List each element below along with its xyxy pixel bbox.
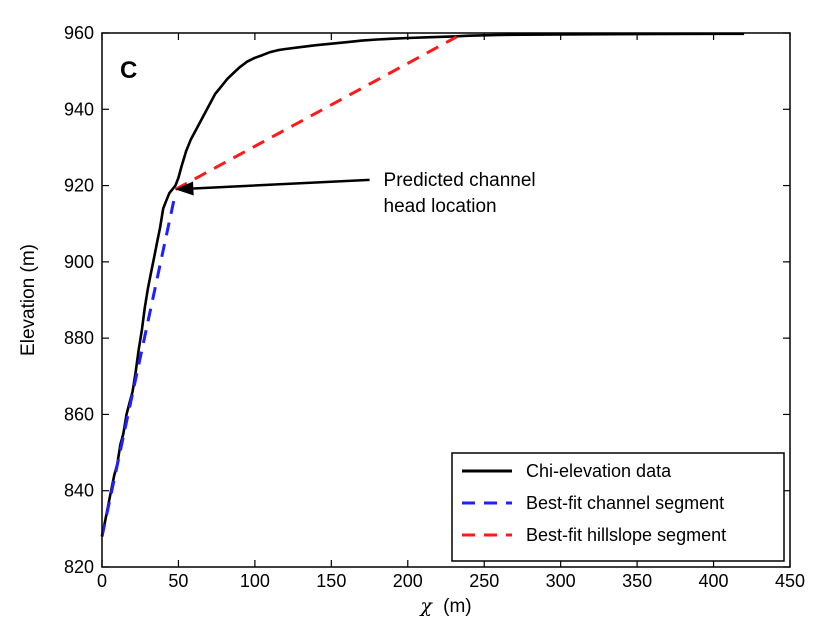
x-axis-unit: (m) [443,596,471,617]
annotation-arrow-head [175,181,194,196]
y-tick-label: 880 [64,328,94,348]
x-tick-label: 200 [393,571,423,591]
legend-label-data: Chi-elevation data [526,461,672,481]
y-tick-label: 820 [64,557,94,577]
annotation-text-line: Predicted channel [384,170,536,191]
x-tick-label: 350 [622,571,652,591]
y-tick-label: 920 [64,176,94,196]
legend: Chi-elevation data Best-fit channel segm… [451,452,785,562]
legend-label-hillslope: Best-fit hillslope segment [526,525,726,545]
legend-label-channel: Best-fit channel segment [526,493,724,513]
x-axis-label: χ (m) [418,595,471,617]
y-tick-label: 960 [64,23,94,43]
x-tick-label: 100 [240,571,270,591]
annotation-layer: Predicted channel head location [175,170,536,217]
y-axis-label: Elevation (m) [18,244,39,356]
x-axis-symbol: χ [418,595,433,617]
annotation-text-line: head location [384,196,497,217]
x-tick-label: 0 [97,571,107,591]
y-axis-ticks: 820 840 860 880 900 920 940 960 [64,23,790,577]
y-tick-label: 860 [64,404,94,424]
y-tick-label: 840 [64,481,94,501]
panel-letter: C [120,57,137,84]
x-tick-label: 300 [546,571,576,591]
annotation-arrow-shaft [193,178,370,190]
x-tick-label: 50 [168,571,188,591]
plot-frame [101,32,791,568]
x-axis-ticks: 0 50 100 150 200 250 300 350 400 450 [97,33,805,591]
x-tick-label: 150 [316,571,346,591]
series-channel-fit-line [100,192,177,537]
series-hillslope-fit-line [174,35,458,191]
series-layer [100,32,745,537]
y-tick-label: 900 [64,252,94,272]
x-tick-label: 450 [775,571,805,591]
x-tick-label: 400 [699,571,729,591]
x-tick-label: 250 [469,571,499,591]
y-tick-label: 940 [64,99,94,119]
